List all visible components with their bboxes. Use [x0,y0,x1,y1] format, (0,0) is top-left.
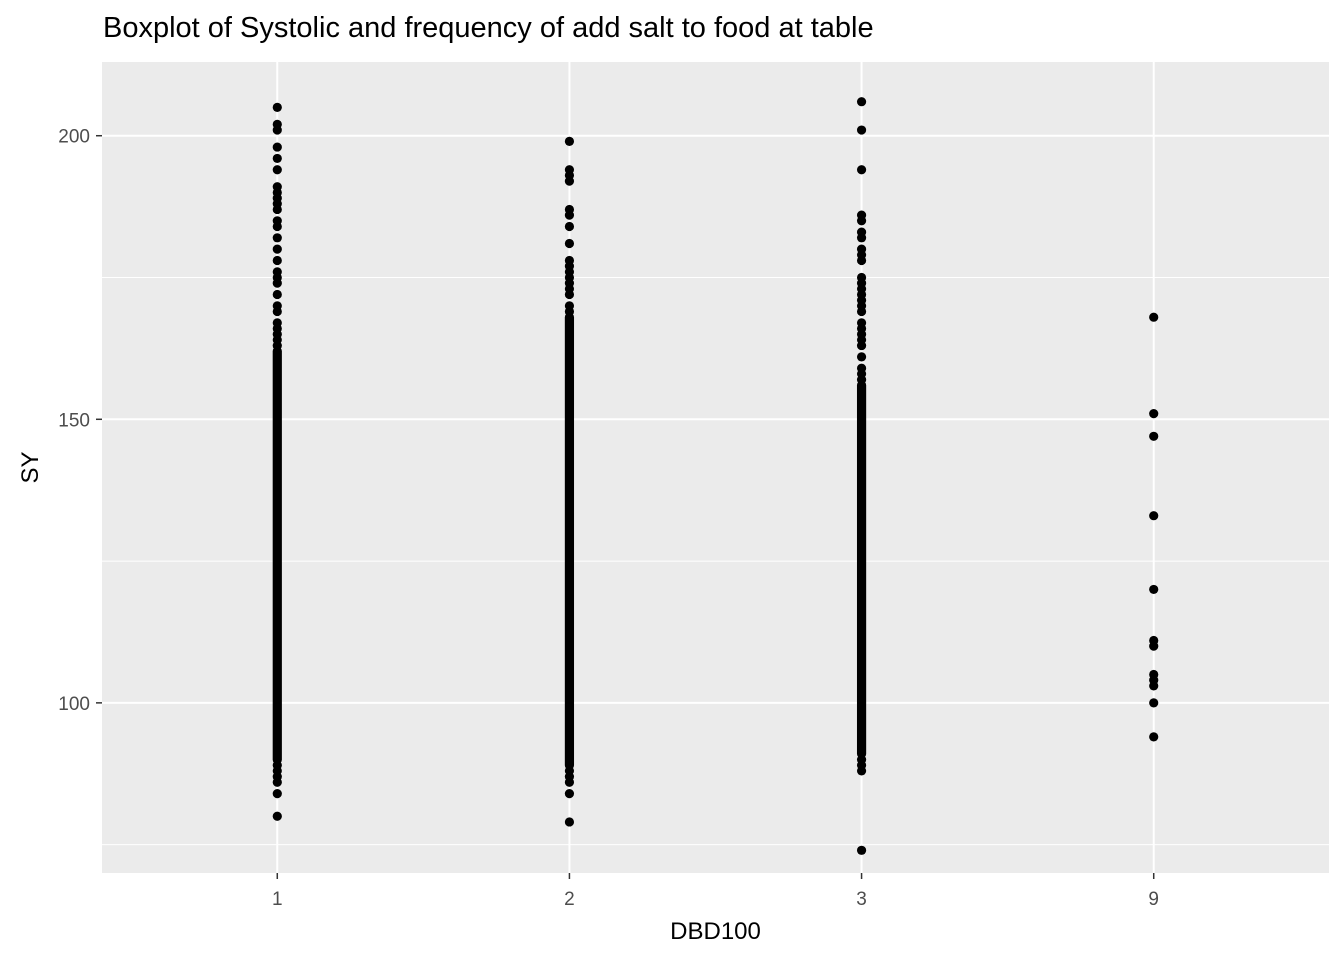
data-point [272,233,282,243]
data-point [1149,312,1159,322]
data-point [856,233,867,243]
data-point [272,165,282,175]
data-point [272,221,282,232]
y-tick-label: 200 [58,127,90,148]
chart-title: Boxplot of Systolic and frequency of add… [103,12,874,44]
data-point [856,216,867,226]
data-point [1149,511,1159,521]
data-point [856,97,867,107]
data-point [564,238,575,249]
x-axis: 1 2 3 9 [272,873,1159,910]
data-point [1149,409,1159,419]
dense-point-cluster [856,380,867,759]
data-point [856,374,867,385]
data-point [564,136,575,146]
data-point [272,340,282,351]
data-point [272,255,282,266]
data-point [564,817,575,827]
dense-point-cluster [272,346,282,765]
data-point [856,340,867,351]
data-point [564,221,575,232]
data-point [856,845,867,855]
x-tick-label: 9 [1148,889,1159,910]
data-point [1149,641,1159,651]
x-tick-label: 3 [856,889,867,910]
data-point [272,153,282,164]
data-point [272,142,282,152]
data-point [1149,431,1159,441]
y-tick-label: 150 [58,410,90,431]
y-axis-title: SY [17,451,44,483]
data-point [272,306,282,317]
data-point [564,176,575,186]
x-axis-title: DBD100 [670,918,761,945]
data-point [564,789,575,799]
data-point [1149,732,1159,742]
data-point [564,210,575,220]
data-point [272,789,282,799]
data-point [272,811,282,821]
x-tick-label: 1 [272,889,283,910]
data-point [856,306,867,317]
data-point [272,278,282,288]
data-point [272,125,282,135]
y-axis: 100 150 200 [58,127,102,715]
data-point [272,204,282,215]
minor-gridlines [102,277,1329,846]
data-point [856,125,867,135]
data-point [856,165,867,175]
data-point [564,777,575,787]
plot-panel [102,62,1329,873]
y-tick-label: 100 [58,694,90,715]
dense-point-cluster [564,312,575,770]
data-point [272,102,282,112]
data-point [272,244,282,254]
data-point [564,289,575,300]
data-point [1149,584,1159,595]
data-point [1149,681,1159,691]
data-point [1149,698,1159,708]
data-point [856,352,867,362]
data-points [272,97,1159,855]
data-point [272,289,282,300]
data-point [564,306,575,317]
data-point [272,777,282,787]
x-tick-label: 2 [564,889,575,910]
data-point [856,255,867,266]
data-point [856,766,867,776]
